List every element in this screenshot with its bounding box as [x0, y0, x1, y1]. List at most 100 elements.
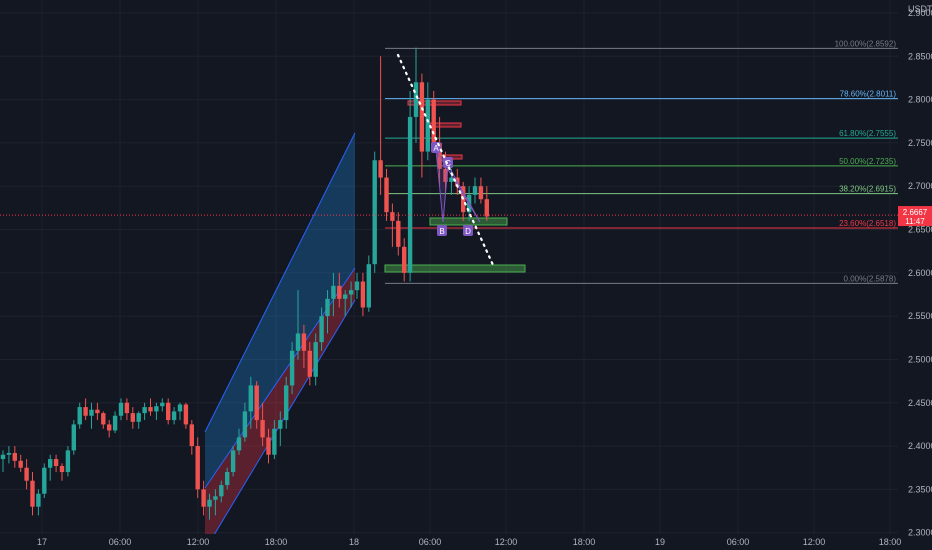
- candle[interactable]: [372, 151, 377, 273]
- candle[interactable]: [219, 480, 224, 503]
- price-scale[interactable]: 2.9000 2.8500 2.8000 2.7500 2.7000 2.6500 2.60…: [908, 8, 932, 538]
- candle[interactable]: [160, 398, 165, 412]
- candle-body: [107, 424, 112, 431]
- candle[interactable]: [48, 454, 53, 481]
- candle[interactable]: [142, 402, 147, 421]
- candle[interactable]: [166, 398, 171, 425]
- candle[interactable]: [18, 454, 23, 473]
- candle[interactable]: [278, 411, 283, 447]
- price-tick-label: 2.5000: [908, 354, 932, 364]
- channel-top-line[interactable]: [204, 132, 356, 433]
- candle[interactable]: [242, 402, 248, 442]
- candle[interactable]: [402, 238, 407, 282]
- price-tick-label: 2.4000: [908, 441, 932, 451]
- candle[interactable]: [12, 446, 17, 468]
- support-zone-box[interactable]: [384, 264, 526, 273]
- candle[interactable]: [89, 402, 94, 429]
- candle[interactable]: [289, 342, 295, 395]
- candle[interactable]: [65, 446, 71, 477]
- candle[interactable]: [301, 324, 307, 369]
- candle[interactable]: [83, 398, 88, 421]
- price-tick-label: 2.4500: [908, 398, 932, 408]
- candle[interactable]: [95, 402, 100, 421]
- candle[interactable]: [354, 272, 360, 299]
- candle[interactable]: [378, 56, 383, 195]
- candle[interactable]: [284, 376, 289, 429]
- candle[interactable]: [118, 398, 124, 421]
- candle[interactable]: [183, 402, 189, 429]
- fibonacci-retracement[interactable]: 100.00%(2.8592) 78.60%(2.8011) 61.80%(2.75…: [385, 39, 898, 284]
- candle[interactable]: [201, 480, 206, 516]
- candle[interactable]: [71, 420, 76, 455]
- candle[interactable]: [236, 428, 242, 455]
- candlestick-series[interactable]: [0, 47, 489, 520]
- candle[interactable]: [30, 472, 35, 516]
- candle[interactable]: [124, 398, 130, 421]
- channel-lower-band[interactable]: [205, 268, 355, 550]
- candle[interactable]: [472, 177, 478, 204]
- candle-body: [272, 428, 277, 455]
- projection-dotted-line[interactable]: [396, 53, 495, 267]
- candle[interactable]: [101, 411, 106, 429]
- candle[interactable]: [396, 212, 401, 256]
- pattern-zone-box[interactable]: [429, 217, 508, 226]
- candle[interactable]: [366, 255, 371, 312]
- price-axis-panel[interactable]: [898, 0, 932, 550]
- candle-body: [0, 454, 6, 460]
- candle[interactable]: [384, 168, 389, 221]
- fib-level-label: 50.00%(2.7235): [839, 157, 896, 166]
- candle[interactable]: [348, 281, 354, 308]
- candle[interactable]: [59, 463, 65, 481]
- candle[interactable]: [266, 428, 271, 464]
- candle[interactable]: [189, 420, 194, 455]
- candle[interactable]: [42, 463, 47, 499]
- candle[interactable]: [419, 73, 425, 178]
- time-scale[interactable]: 17 06:00 12:00 18:00 18 06:00 12:00 18:00 19 06:0…: [37, 537, 901, 547]
- candle[interactable]: [136, 411, 141, 429]
- candle[interactable]: [77, 402, 82, 429]
- candle[interactable]: [248, 376, 253, 429]
- candle[interactable]: [413, 47, 419, 143]
- candle[interactable]: [313, 333, 318, 386]
- channel-mid-line[interactable]: [204, 267, 356, 489]
- candle[interactable]: [431, 90, 436, 152]
- candle[interactable]: [337, 272, 342, 308]
- candle[interactable]: [177, 402, 183, 421]
- candle[interactable]: [260, 402, 265, 447]
- candle[interactable]: [130, 407, 135, 429]
- candle[interactable]: [207, 493, 212, 520]
- candle[interactable]: [171, 407, 177, 425]
- candle[interactable]: [478, 177, 484, 204]
- candle[interactable]: [343, 290, 348, 317]
- candle[interactable]: [319, 307, 324, 351]
- candle[interactable]: [272, 420, 277, 460]
- candle[interactable]: [390, 203, 395, 247]
- time-axis-panel[interactable]: [0, 534, 898, 550]
- candle[interactable]: [195, 437, 200, 499]
- candle-body: [189, 424, 194, 447]
- candle[interactable]: [254, 381, 259, 429]
- channel-upper-band[interactable]: [205, 133, 355, 488]
- candle[interactable]: [53, 454, 59, 473]
- candle[interactable]: [24, 459, 29, 490]
- candle[interactable]: [360, 272, 366, 317]
- candle-body: [331, 285, 336, 299]
- candle[interactable]: [213, 489, 218, 516]
- candle[interactable]: [325, 290, 330, 334]
- candle[interactable]: [307, 342, 312, 386]
- candle[interactable]: [107, 420, 112, 438]
- candle[interactable]: [295, 290, 301, 360]
- candle[interactable]: [331, 272, 336, 317]
- candle[interactable]: [112, 411, 118, 434]
- candle[interactable]: [148, 398, 153, 416]
- candle[interactable]: [225, 467, 230, 490]
- candle[interactable]: [230, 446, 236, 477]
- candle[interactable]: [36, 489, 41, 516]
- candle[interactable]: [407, 90, 413, 282]
- candle[interactable]: [0, 450, 6, 473]
- candle[interactable]: [154, 402, 159, 421]
- candle[interactable]: [6, 446, 12, 464]
